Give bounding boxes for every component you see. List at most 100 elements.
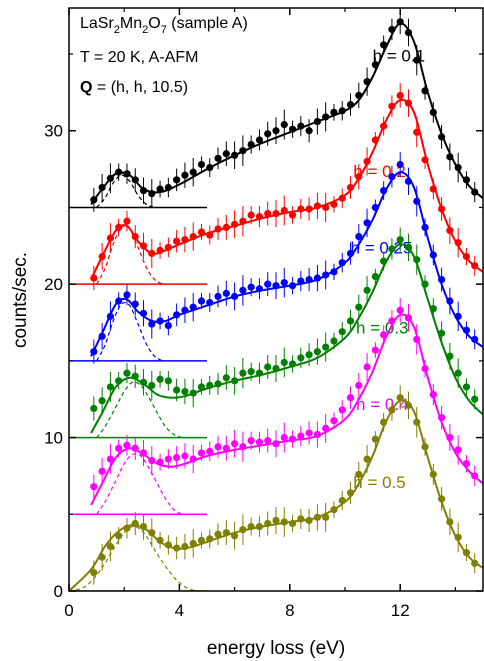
data-point	[322, 271, 330, 279]
data-point	[313, 430, 321, 439]
data-point	[255, 213, 264, 221]
data-point	[264, 519, 272, 528]
data-point	[446, 226, 454, 235]
data-point	[255, 136, 264, 144]
data-point	[421, 223, 429, 231]
data-point	[181, 542, 189, 551]
data-point	[123, 369, 131, 377]
data-point	[148, 381, 156, 390]
data-point	[156, 317, 164, 325]
data-point	[346, 489, 355, 497]
data-point	[197, 383, 206, 391]
data-point	[297, 205, 305, 213]
data-point	[305, 429, 313, 437]
data-point	[148, 190, 156, 198]
data-point	[173, 237, 181, 245]
data-point	[181, 306, 189, 314]
data-point	[438, 329, 446, 337]
data-point	[206, 535, 214, 543]
data-point	[264, 280, 272, 288]
data-point	[288, 125, 297, 133]
data-point	[404, 314, 413, 322]
data-point	[413, 335, 421, 343]
data-point	[297, 432, 305, 440]
data-point	[346, 394, 355, 402]
data-point	[272, 516, 280, 525]
data-point	[247, 368, 255, 376]
y-tick-label: 30	[44, 122, 63, 141]
data-point	[239, 369, 247, 377]
data-point	[396, 160, 404, 169]
data-point	[106, 383, 114, 391]
data-point	[288, 360, 297, 368]
data-point	[247, 140, 255, 149]
plot-frame	[68, 7, 484, 592]
data-point	[396, 306, 404, 314]
plot-area: h = 0.1 h = 0.2h = 0.25 h = 0.3h = 0.4h = …	[69, 9, 483, 591]
data-point	[156, 375, 164, 383]
data-point	[197, 228, 206, 236]
data-point	[371, 435, 379, 443]
y-axis-title: counts/sec.	[10, 252, 31, 348]
data-point	[131, 519, 139, 528]
data-point	[363, 286, 371, 294]
data-point	[388, 245, 396, 253]
data-point	[189, 168, 197, 176]
data-point	[173, 544, 181, 552]
data-point	[462, 383, 471, 391]
data-point	[462, 326, 471, 334]
data-point	[189, 232, 197, 241]
data-point	[206, 231, 214, 239]
data-point	[255, 369, 264, 377]
data-point	[322, 343, 330, 351]
data-point	[90, 483, 98, 491]
data-point	[454, 446, 462, 454]
data-point	[380, 186, 388, 195]
data-point	[404, 28, 413, 37]
data-point	[396, 236, 404, 244]
peak-component-curve	[96, 301, 164, 362]
data-point	[438, 495, 446, 503]
data-point	[231, 151, 239, 159]
data-point	[471, 559, 479, 567]
data-point	[471, 188, 479, 196]
data-point	[164, 243, 172, 251]
data-point	[404, 99, 413, 107]
data-point	[206, 447, 214, 455]
data-point	[305, 516, 313, 525]
data-point	[363, 363, 371, 371]
data-point	[421, 156, 429, 164]
data-point	[288, 282, 297, 290]
data-point	[338, 328, 346, 336]
x-tick-label: 8	[285, 601, 294, 620]
data-point	[173, 453, 181, 462]
data-point	[115, 377, 123, 385]
data-point	[231, 292, 239, 301]
data-point	[280, 121, 288, 129]
data-point	[421, 87, 429, 95]
data-point	[396, 91, 404, 100]
data-point	[380, 331, 388, 339]
data-point	[131, 300, 139, 308]
data-point	[231, 377, 239, 385]
data-point	[131, 232, 139, 241]
data-point	[98, 397, 106, 405]
data-point	[239, 217, 247, 225]
data-point	[264, 209, 272, 218]
series-3: h = 0.25	[69, 152, 483, 364]
data-point	[239, 147, 247, 155]
data-point	[388, 102, 396, 110]
data-point	[247, 211, 255, 219]
data-point	[106, 542, 114, 551]
data-point	[98, 252, 106, 261]
data-point	[288, 211, 297, 219]
data-point	[98, 332, 106, 340]
data-point	[404, 401, 413, 409]
data-point	[330, 268, 338, 276]
data-point	[181, 236, 189, 244]
data-point	[380, 257, 388, 265]
data-point	[139, 309, 148, 317]
data-point	[446, 297, 454, 305]
data-point	[413, 418, 421, 426]
